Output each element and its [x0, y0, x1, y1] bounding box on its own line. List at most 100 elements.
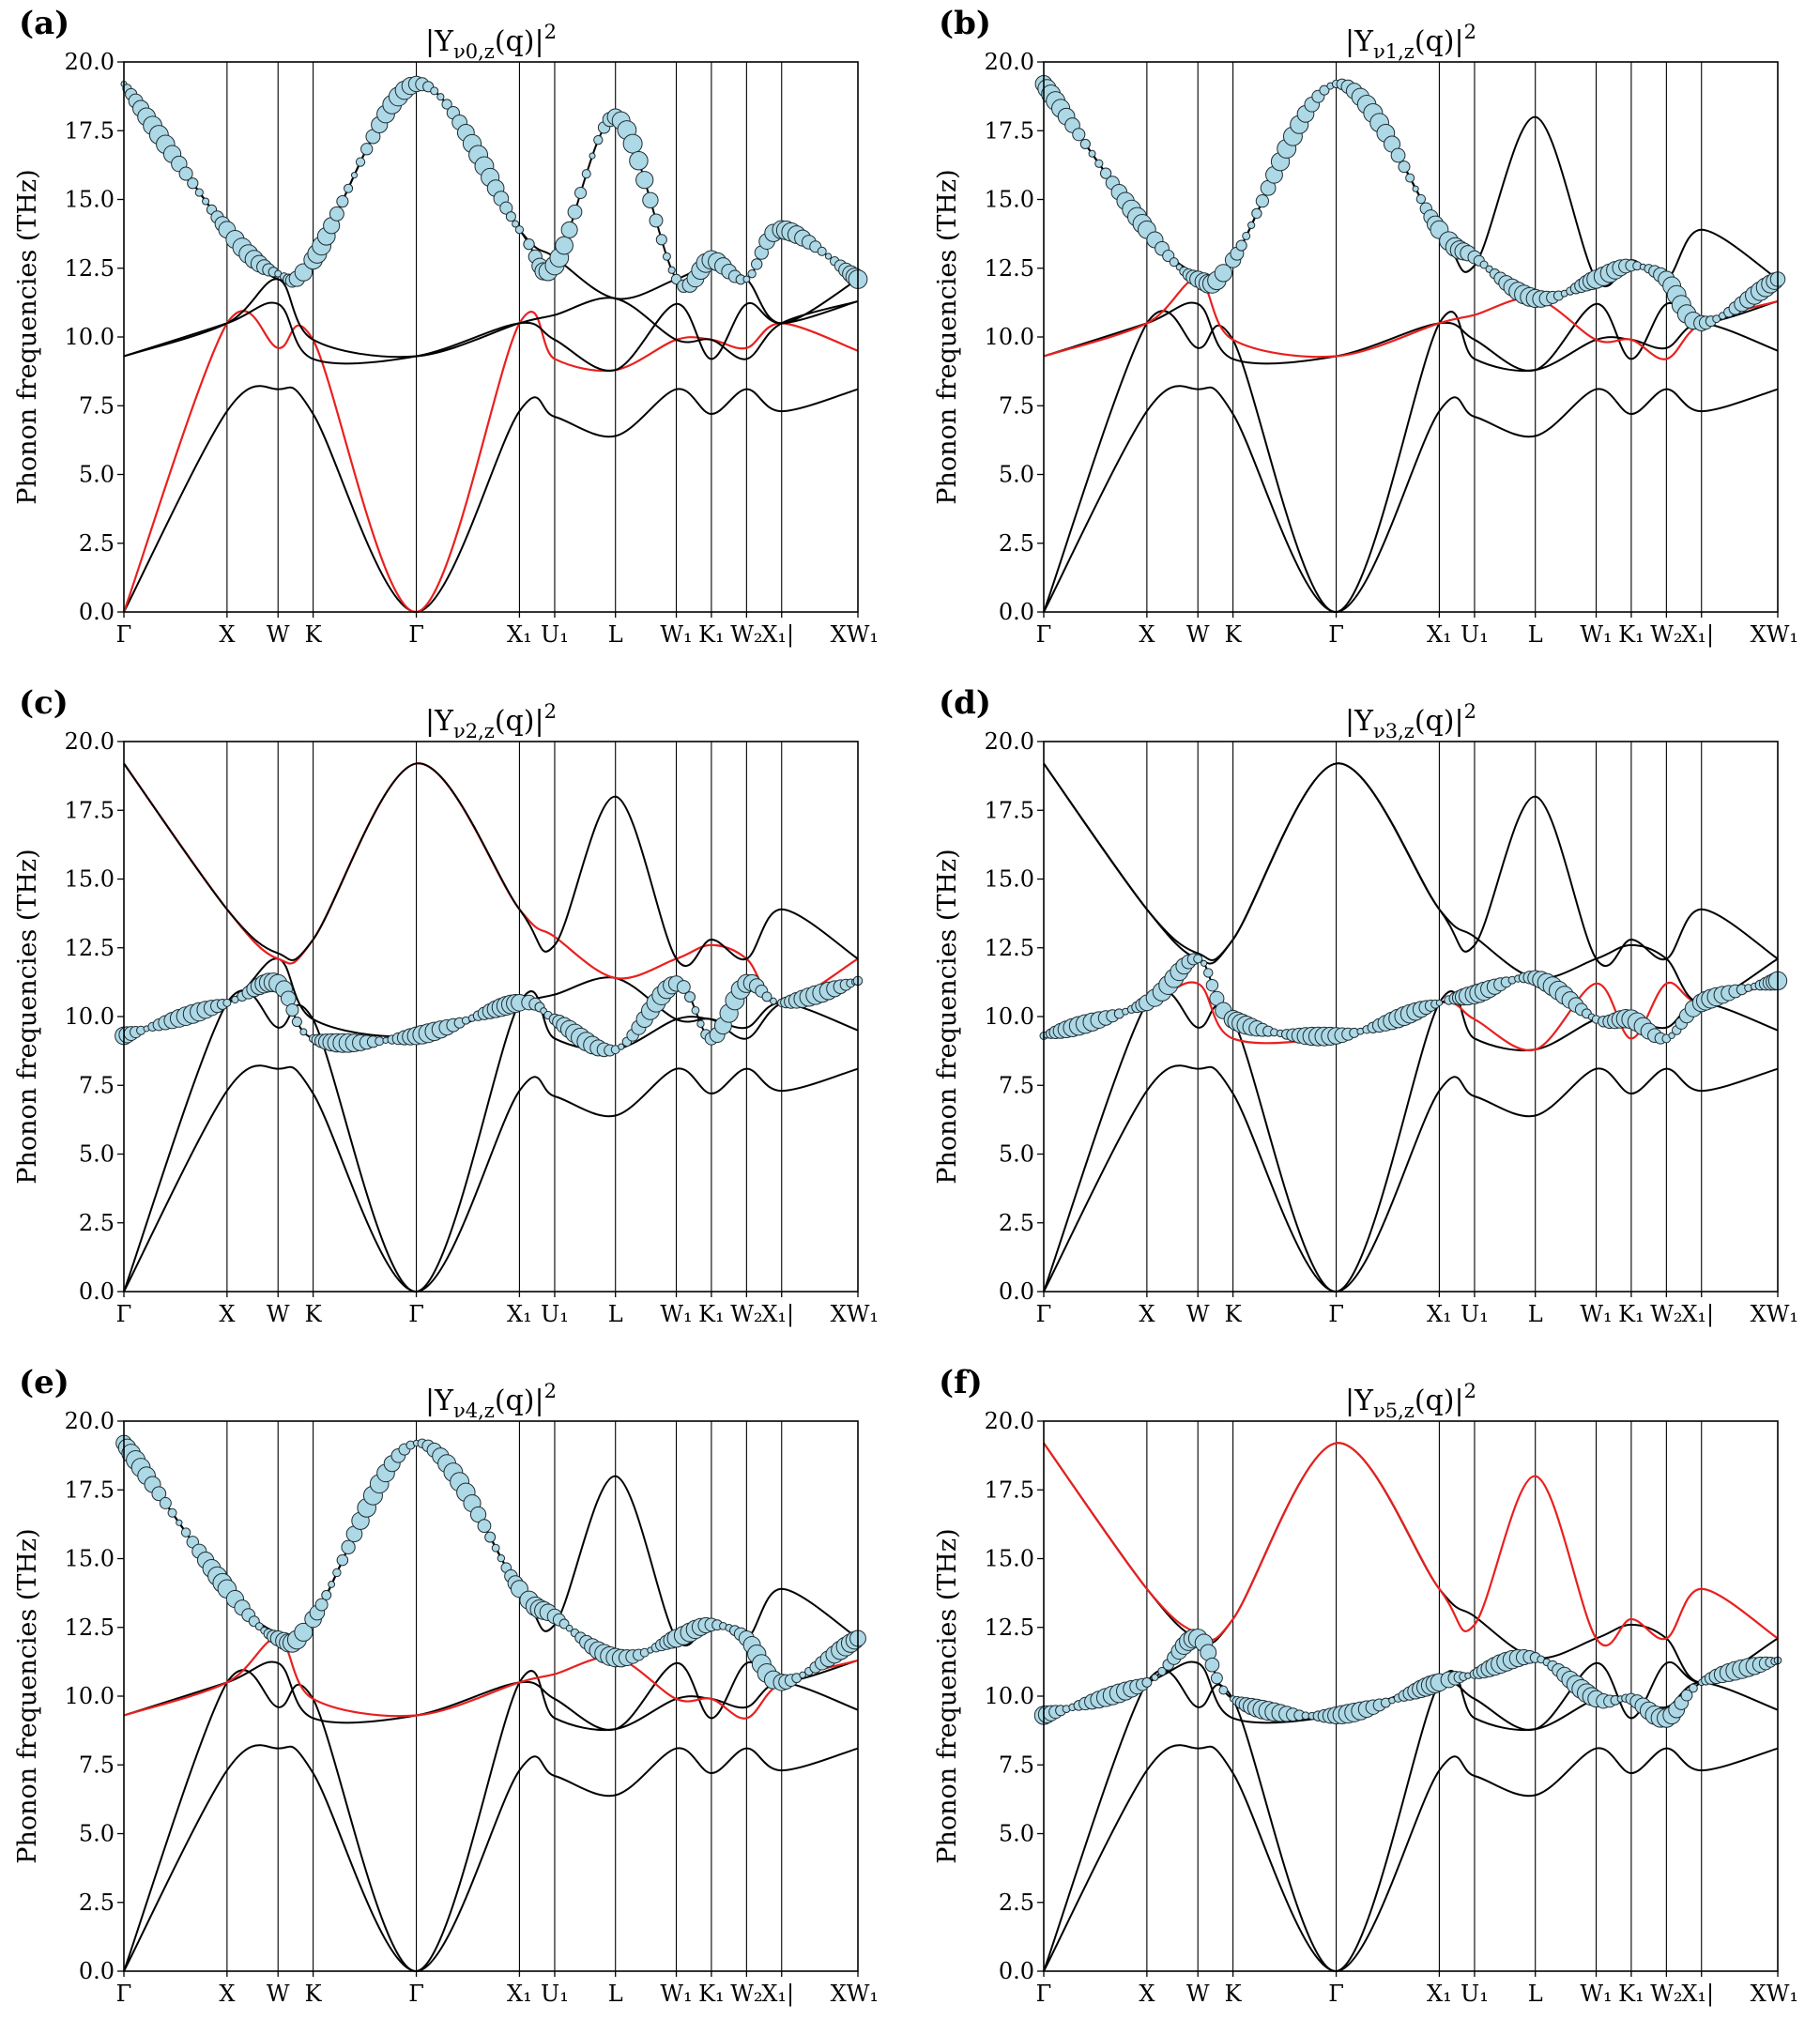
weight-marker [1479, 260, 1489, 269]
weight-marker [770, 997, 777, 1005]
weight-marker [336, 1553, 349, 1567]
x-tick-label: U₁ [541, 1981, 569, 2007]
weight-marker [1235, 239, 1247, 252]
weight-marker [1251, 207, 1262, 220]
x-tick-label: W [267, 1981, 290, 2007]
band-highlight [1043, 1442, 1779, 1647]
y-tick-label: 20.0 [985, 728, 1034, 755]
y-tick-label: 0.0 [79, 599, 115, 625]
weight-marker [178, 166, 193, 181]
plot-frame [123, 1420, 859, 1972]
y-tick-label: 5.0 [79, 462, 115, 488]
weight-marker [180, 1527, 191, 1538]
y-tick-label: 15.0 [985, 187, 1034, 213]
y-tick-label: 12.5 [985, 1614, 1034, 1641]
weight-marker [336, 194, 349, 208]
weight-marker [187, 177, 199, 190]
weight-marker [1319, 84, 1330, 96]
weight-marker [1141, 1676, 1153, 1688]
weight-marker [176, 1519, 183, 1526]
weight-marker [202, 197, 210, 206]
x-tick-label: W [1186, 1301, 1210, 1327]
x-tick-label: W₂ [730, 1301, 762, 1327]
x-tick-label: L [1528, 621, 1543, 648]
x-tick-label: W [1186, 1981, 1210, 2007]
x-tick-label: W [267, 1301, 290, 1327]
band-line [123, 762, 859, 968]
y-tick-label: 2.5 [999, 530, 1034, 557]
y-tick-label: 2.5 [79, 530, 115, 557]
x-tick-label: K [1225, 1301, 1243, 1327]
y-tick-label: 7.5 [999, 1752, 1034, 1778]
x-tick-label: X₁| [1681, 1301, 1714, 1328]
y-tick-label: 7.5 [79, 392, 115, 419]
y-tick-label: 20.0 [65, 728, 115, 755]
x-tick-label: U₁ [1461, 621, 1489, 648]
weight-marker [1200, 959, 1208, 967]
weight-marker [567, 204, 583, 220]
x-tick-label: X [1139, 1301, 1155, 1327]
y-tick-label: 12.5 [985, 255, 1034, 282]
x-tick-label: XW₁ [831, 621, 879, 648]
weight-marker [1668, 1032, 1675, 1039]
x-tick-label: X₁ [1427, 1981, 1452, 2007]
y-tick-label: 5.0 [999, 462, 1034, 488]
x-tick-label: U₁ [541, 621, 569, 648]
band-highlight [123, 762, 859, 1004]
x-tick-label: K [305, 621, 323, 648]
weight-marker [314, 1598, 329, 1612]
y-tick-label: 12.5 [65, 935, 115, 961]
weight-marker [555, 236, 574, 255]
weight-marker [294, 1622, 314, 1642]
weight-marker [341, 1539, 356, 1554]
y-tick-label: 20.0 [65, 49, 115, 75]
x-tick-label: K [305, 1981, 323, 2007]
band-line [123, 1744, 859, 1973]
weight-marker [747, 269, 757, 279]
x-tick-label: Γ [1036, 621, 1052, 648]
y-tick-label: 17.5 [65, 1477, 115, 1503]
y-tick-label: 0.0 [999, 599, 1034, 625]
band-line [123, 385, 859, 614]
y-axis-label: Phonon frequencies (THz) [933, 1528, 962, 1863]
panel-letter: (c) [19, 684, 69, 722]
weight-marker [375, 1036, 385, 1047]
panel-d: (d) |Yν3,z(q)|2 Phonon frequencies (THz) 0.… [933, 684, 1798, 1328]
weight-marker [1193, 954, 1203, 964]
weight-marker [622, 133, 643, 154]
band-highlight [122, 310, 859, 614]
x-tick-label: X₁ [1427, 1301, 1452, 1327]
weight-marker [1203, 968, 1214, 978]
weight-marker [635, 171, 654, 190]
weight-marker [1255, 194, 1270, 208]
weight-marker [751, 258, 763, 270]
x-tick-label: X₁| [761, 1301, 794, 1328]
weight-marker [581, 169, 591, 179]
x-tick-label: X₁| [1681, 621, 1714, 649]
weight-marker [655, 234, 667, 246]
weight-marker [505, 211, 516, 222]
weight-marker [159, 1496, 172, 1509]
weight-marker [285, 1003, 299, 1018]
chart-title: |Yν1,z(q)|2 [1345, 21, 1476, 63]
x-tick-label: K₁ [1618, 621, 1644, 648]
panel-letter: (e) [19, 1364, 69, 1401]
weight-marker [1079, 138, 1091, 150]
weight-marker [574, 186, 588, 200]
panel-letter: (a) [19, 5, 69, 42]
panel-c: (c) |Yν2,z(q)|2 Phonon frequencies (THz) 0.… [13, 684, 879, 1328]
weight-marker [1247, 221, 1256, 230]
plot-frame [1043, 1420, 1779, 1972]
band-line [123, 1064, 859, 1293]
y-tick-label: 5.0 [79, 1141, 115, 1168]
x-tick-label: W₁ [1580, 621, 1612, 648]
x-tick-label: K [1225, 621, 1243, 648]
x-tick-label: Γ [1328, 621, 1344, 648]
weight-marker [355, 157, 366, 167]
weight-marker [469, 1506, 487, 1523]
weight-marker [1689, 1683, 1698, 1693]
x-tick-label: K [1225, 1981, 1243, 2007]
panel-b: (b) |Yν1,z(q)|2 Phonon frequencies (THz) 0.… [933, 5, 1798, 649]
x-tick-label: K₁ [698, 1981, 725, 2007]
x-tick-label: W₁ [660, 1981, 692, 2007]
